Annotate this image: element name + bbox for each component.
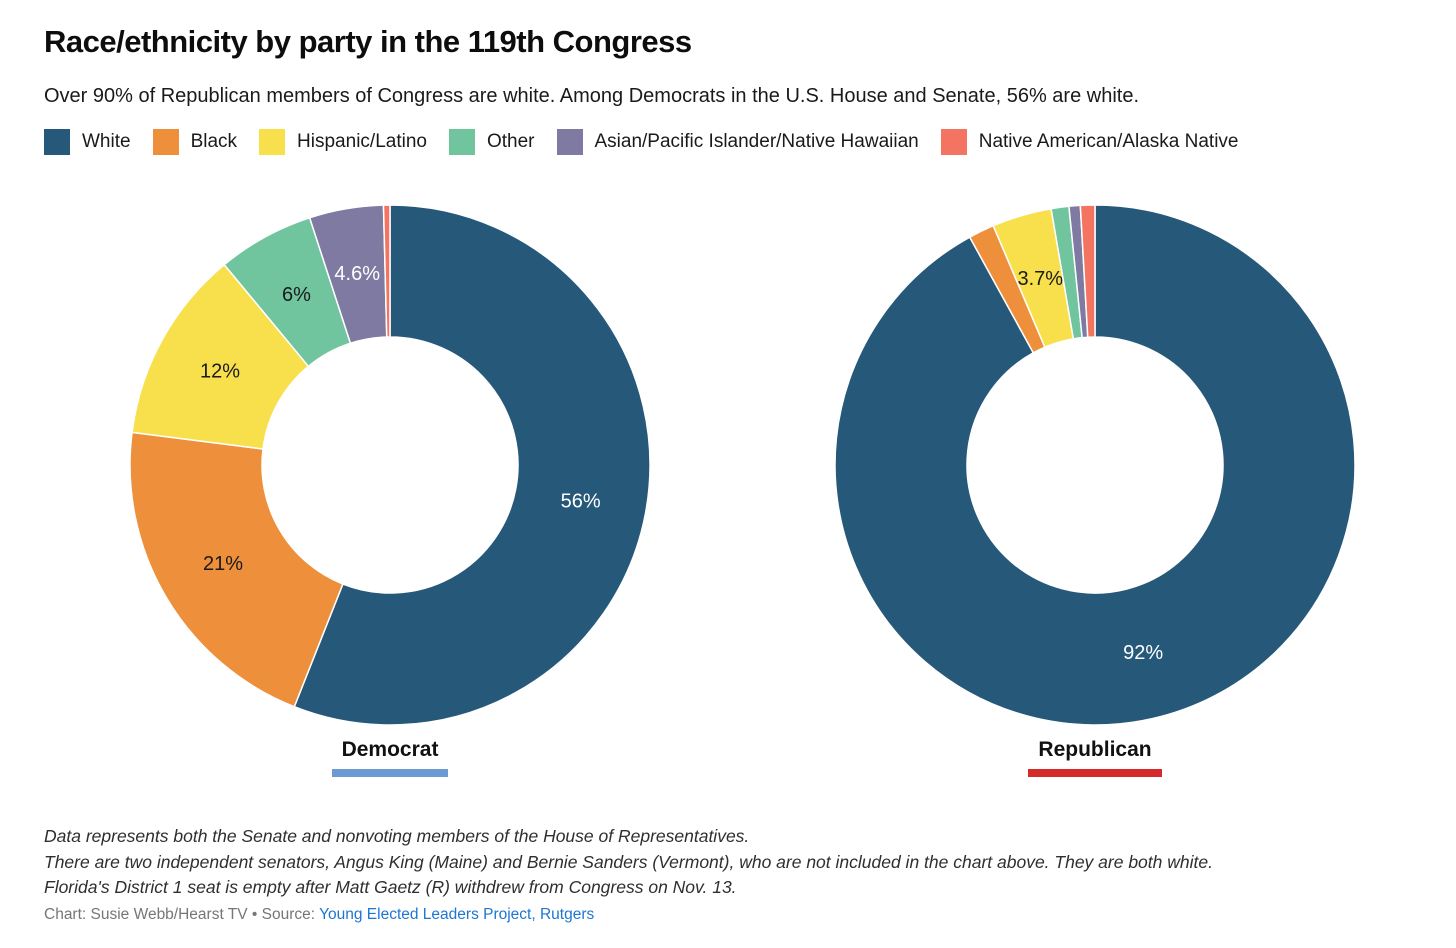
legend-swatch-hispanic-latino <box>259 129 286 155</box>
slice-value-label: 21% <box>203 553 243 575</box>
legend-item-white: White <box>44 129 131 155</box>
legend-label: Hispanic/Latino <box>297 131 427 152</box>
legend-label: Native American/Alaska Native <box>978 131 1239 152</box>
slice-democrat-native-american-alaska-native <box>382 205 391 338</box>
donut-chart-republican: 92% 3.7% Republican <box>835 205 1355 777</box>
footnotes: Data represents both the Senate and nonv… <box>44 824 1213 901</box>
slice-republican-native-american-alaska-native <box>1079 205 1096 338</box>
legend-item-asian-pacific-islander-native-hawaiian: Asian/Pacific Islander/Native Hawaiian <box>556 129 919 155</box>
legend-label: Other <box>486 131 535 152</box>
source-link[interactable]: Young Elected Leaders Project, Rutgers <box>319 906 595 923</box>
legend-item-hispanic-latino: Hispanic/Latino <box>259 129 427 155</box>
footnote-3: Florida's District 1 seat is empty after… <box>44 877 737 897</box>
party-underline-democrat <box>331 769 449 777</box>
credit-text: Chart: Susie Webb/Hearst TV • Source: <box>44 906 316 923</box>
donut-chart-democrat: 56% 21% 12% 6% 4.6% Democrat <box>130 205 650 777</box>
legend-item-other: Other <box>448 129 535 155</box>
legend-label: White <box>82 131 131 152</box>
legend-label: Black <box>190 131 238 152</box>
legend-swatch-black <box>152 129 179 155</box>
legend-swatch-other <box>448 129 475 155</box>
slice-value-label: 92% <box>1123 642 1163 664</box>
page-title: Race/ethnicity by party in the 119th Con… <box>44 24 692 59</box>
party-name-label: Democrat <box>341 738 439 761</box>
legend-item-black: Black <box>152 129 238 155</box>
party-label-block: Democrat <box>130 738 650 777</box>
footnote-2: There are two independent senators, Angu… <box>44 851 1213 872</box>
legend-swatch-white <box>44 129 70 155</box>
party-label-republican: Republican <box>1028 738 1162 777</box>
legend: White Black Hispanic/Latino Other Asian/Paci… <box>44 129 1239 155</box>
credit-line: Chart: Susie Webb/Hearst TV • Source: Yo… <box>44 906 594 924</box>
slice-value-label: 3.7% <box>1018 268 1064 290</box>
slice-democrat-black <box>130 431 344 708</box>
legend-label: Asian/Pacific Islander/Native Hawaiian <box>594 131 919 152</box>
slice-value-label: 12% <box>200 361 240 383</box>
slice-republican-white <box>835 205 1355 725</box>
slice-value-label: 6% <box>282 284 311 306</box>
party-underline-republican <box>1028 769 1162 777</box>
donut-svg-democrat: 56% 21% 12% 6% 4.6% <box>130 205 650 725</box>
donut-svg-republican: 92% 3.7% <box>835 205 1355 725</box>
party-label-democrat: Democrat <box>331 738 449 777</box>
legend-swatch-asian-pacific-islander-native-hawaiian <box>556 129 583 155</box>
legend-item-native-american-alaska-native: Native American/Alaska Native <box>940 129 1239 155</box>
party-label-block: Republican <box>835 738 1355 777</box>
footnote-1: Data represents both the Senate and nonv… <box>44 826 750 846</box>
party-name-label: Republican <box>1038 738 1152 761</box>
slice-democrat-white <box>293 205 650 725</box>
legend-swatch-native-american-alaska-native <box>940 129 967 155</box>
chart-subtitle: Over 90% of Republican members of Congre… <box>44 85 1139 107</box>
slice-value-label: 56% <box>561 490 601 512</box>
slice-value-label: 4.6% <box>334 263 380 285</box>
